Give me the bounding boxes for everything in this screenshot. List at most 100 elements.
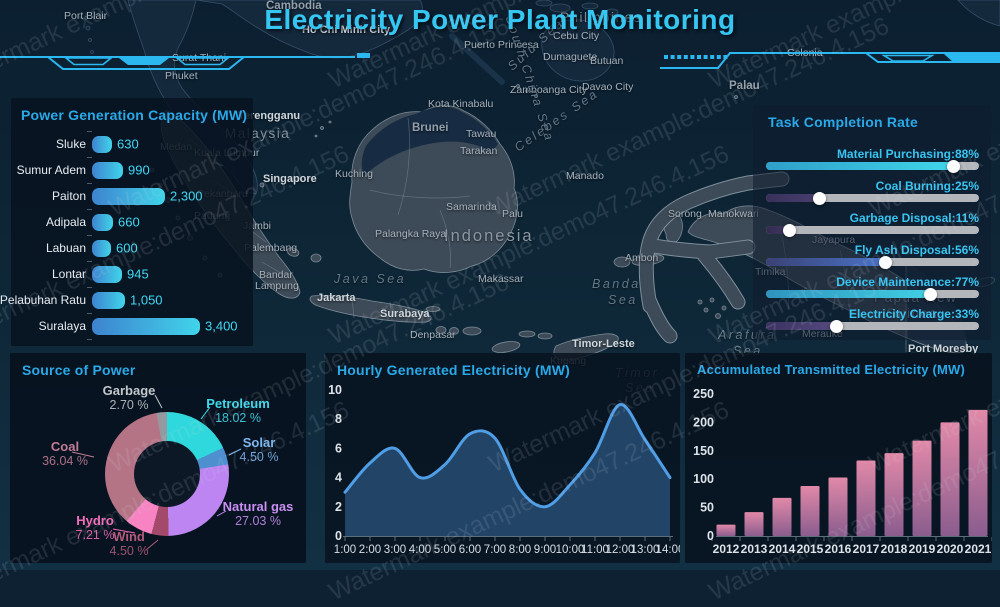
year-bar[interactable] <box>801 486 820 536</box>
map-label: Surabaya <box>380 308 430 320</box>
task-slider-handle[interactable] <box>924 288 937 301</box>
x-axis-label: 5:00 <box>434 544 456 556</box>
x-axis-label: 2019 <box>909 542 936 556</box>
slice-value: 2.70 % <box>84 398 174 412</box>
task-slider-track[interactable] <box>766 322 979 330</box>
map-label: Palau <box>729 80 760 92</box>
task-slider-track[interactable] <box>766 226 979 234</box>
year-bar[interactable] <box>773 498 792 536</box>
year-bar[interactable] <box>829 478 848 537</box>
capacity-row: Suralaya 3,400 <box>11 313 253 339</box>
task-slider-handle[interactable] <box>879 256 892 269</box>
task-slider-label: Fly Ash Disposal:56% <box>855 243 979 257</box>
task-slider-track[interactable] <box>766 290 979 298</box>
capacity-value: 600 <box>116 241 138 256</box>
capacity-plant-label: Labuan <box>46 241 86 255</box>
map-label: Brunei <box>412 122 448 134</box>
x-axis-label: 6:00 <box>459 544 481 556</box>
map-label: Denpasar <box>410 329 456 341</box>
task-slider-track[interactable] <box>766 162 979 170</box>
capacity-value: 3,400 <box>205 319 238 334</box>
capacity-plant-label: Lontar <box>52 267 86 281</box>
slice-value: 36.04 % <box>20 454 110 468</box>
axis-tick <box>87 235 92 236</box>
capacity-value: 1,050 <box>130 293 163 308</box>
slice-name: Petroleum <box>193 397 283 411</box>
capacity-row: Sluke 630 <box>11 131 253 157</box>
slice-value: 7.21 % <box>50 528 140 542</box>
y-axis-label: 150 <box>693 444 714 458</box>
task-slider-handle[interactable] <box>813 192 826 205</box>
task-slider-fill <box>766 322 836 330</box>
y-axis-label: 50 <box>700 501 714 515</box>
year-bar[interactable] <box>969 410 988 536</box>
capacity-bar[interactable] <box>92 162 123 179</box>
task-slider-fill <box>766 258 885 266</box>
x-axis-label: 9:00 <box>534 544 556 556</box>
slice-value: 27.03 % <box>213 514 303 528</box>
map-label: Manado <box>566 170 604 182</box>
map-label: Banda <box>592 277 641 291</box>
x-axis-label: 4:00 <box>409 544 431 556</box>
year-bar[interactable] <box>941 422 960 536</box>
x-axis-label: 2015 <box>797 542 824 556</box>
capacity-bar[interactable] <box>92 266 122 283</box>
map-label: Tarakan <box>460 145 497 157</box>
capacity-plant-label: Pelabuhan Ratu <box>0 293 86 307</box>
slice-name: Garbage <box>84 384 174 398</box>
map-label: Sorong <box>668 208 702 220</box>
slice-name: Solar <box>214 436 304 450</box>
x-axis-label: 2017 <box>853 542 880 556</box>
capacity-bar[interactable] <box>92 292 125 309</box>
year-bar[interactable] <box>885 453 904 536</box>
map-label: Samarinda <box>446 201 497 213</box>
capacity-plant-label: Suralaya <box>39 319 86 333</box>
task-slider-fill <box>766 194 819 202</box>
page-title: Electricity Power Plant Monitoring <box>0 4 1000 36</box>
map-label: Sea <box>608 293 638 307</box>
slice-name: Coal <box>20 440 110 454</box>
y-axis-label: 6 <box>335 441 342 455</box>
axis-tick <box>87 131 92 132</box>
year-bar[interactable] <box>717 525 736 536</box>
x-axis-label: 2016 <box>825 542 852 556</box>
task-slider-handle[interactable] <box>783 224 796 237</box>
axis-tick <box>87 287 92 288</box>
capacity-plant-label: Adipala <box>46 215 86 229</box>
capacity-plant-label: Sumur Adem <box>17 163 86 177</box>
task-slider-track[interactable] <box>766 194 979 202</box>
capacity-bar[interactable] <box>92 214 113 231</box>
capacity-plant-label: Sluke <box>56 137 86 151</box>
accumulated-panel-title: Accumulated Transmitted Electricity (MW) <box>697 362 965 377</box>
capacity-bar[interactable] <box>92 188 165 205</box>
dashboard-root: { "header": { "title": "Electricity Powe… <box>0 0 1000 570</box>
task-slider-handle[interactable] <box>830 320 843 333</box>
hourly-area-fill[interactable] <box>345 404 670 536</box>
axis-tick <box>87 157 92 158</box>
year-bar[interactable] <box>857 461 876 537</box>
map-label: Timor-Leste <box>572 338 635 350</box>
y-axis-label: 100 <box>693 472 714 486</box>
capacity-bar[interactable] <box>92 318 200 335</box>
capacity-bar[interactable] <box>92 136 112 153</box>
year-bar[interactable] <box>913 441 932 536</box>
map-label: Jakarta <box>317 292 356 304</box>
year-bar[interactable] <box>745 512 764 536</box>
axis-tick <box>87 313 92 314</box>
capacity-bar[interactable] <box>92 240 111 257</box>
task-slider-handle[interactable] <box>947 160 960 173</box>
capacity-value: 630 <box>117 137 139 152</box>
task-slider-track[interactable] <box>766 258 979 266</box>
